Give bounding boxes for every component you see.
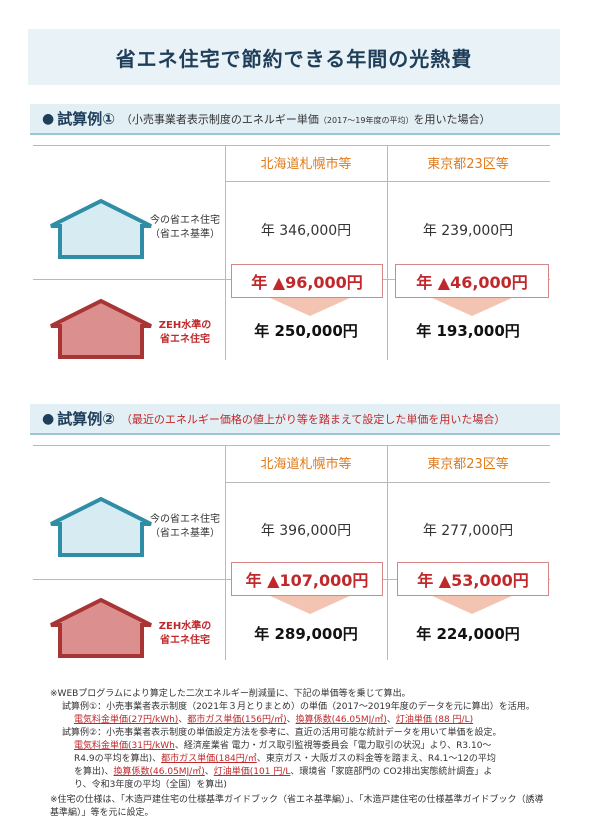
note-case1-units: 電気料金単価(27円/kWh)、都市ガス単価(156円/㎥)、換算係数(46.0…	[74, 715, 474, 725]
section-2-desc: （最近のエネルギー価格の値上がり等を踏まえて設定した単価を用いた場合）	[120, 412, 506, 426]
divider	[33, 145, 550, 146]
note-case2: 試算例②：小売事業者表示制度の単価設定方法を参考に、直近の活用可能な統計データを…	[62, 728, 502, 738]
divider	[225, 145, 226, 360]
divider	[387, 445, 388, 660]
column-header-tokyo: 東京都23区等	[427, 457, 509, 472]
section-2-bar: ● 試算例② （最近のエネルギー価格の値上がり等を踏まえて設定した単価を用いた場…	[30, 404, 560, 435]
standard-cost-sapporo: 年 346,000円	[260, 223, 352, 239]
section-2-title: 試算例②	[57, 410, 115, 428]
section-1-title: 試算例①	[57, 110, 115, 128]
zeh-house-label: ZEH水準の 省エネ住宅	[158, 621, 212, 646]
note-case1: 試算例①：小売事業者表示制度（2021年３月とりまとめ）の単価（2017〜201…	[62, 702, 535, 712]
divider	[387, 145, 388, 360]
standard-house-label: 今の省エネ住宅 （省エネ基準）	[150, 514, 220, 539]
zeh-house-label: ZEH水準の 省エネ住宅	[158, 320, 212, 345]
zeh-cost-tokyo: 年 224,000円	[416, 625, 520, 643]
page-title: 省エネ住宅で節約できる年間の光熱費	[115, 46, 473, 71]
standard-house-label: 今の省エネ住宅 （省エネ基準）	[150, 215, 220, 240]
divider	[225, 181, 550, 182]
standard-house-icon	[50, 496, 152, 557]
column-header-sapporo: 北海道札幌市等	[260, 157, 352, 172]
column-header-tokyo: 東京都23区等	[427, 157, 509, 172]
saving-tokyo: 年 ▲53,000円	[397, 562, 549, 596]
standard-cost-sapporo: 年 396,000円	[260, 523, 352, 539]
standard-cost-tokyo: 年 239,000円	[422, 223, 514, 239]
bullet: ●	[42, 110, 55, 127]
section-1-bar: ● 試算例① （小売事業者表示制度のエネルギー単価（2017〜19年度の平均）を…	[30, 104, 560, 135]
column-header-sapporo: 北海道札幌市等	[260, 457, 352, 472]
note-case2-detail: を算出)、換算係数(46.05MJ/㎥)、灯油単価(101 円/L、環境省「家庭…	[74, 767, 493, 777]
saving-tokyo: 年 ▲46,000円	[395, 264, 549, 298]
note-case2-detail: R4.9の平均を算出)、都市ガス単価(184円/㎥、東京ガス・大阪ガスの料金等を…	[74, 754, 496, 764]
saving-sapporo: 年 ▲107,000円	[231, 562, 383, 596]
note-case2-detail: り、令和3年度の平均（全国）を算出)	[74, 780, 227, 790]
divider	[33, 445, 550, 446]
saving-sapporo: 年 ▲96,000円	[231, 264, 383, 298]
standard-cost-tokyo: 年 277,000円	[422, 523, 514, 539]
page-header: 省エネ住宅で節約できる年間の光熱費	[28, 29, 560, 85]
note-1: ※WEBプログラムにより算定した二次エネルギー削減量に、下記の単価等を乗じて算出…	[50, 689, 411, 699]
zeh-cost-sapporo: 年 289,000円	[254, 625, 358, 643]
zeh-house-icon	[50, 298, 152, 359]
section-1-desc: （小売事業者表示制度のエネルギー単価（2017〜19年度の平均）を用いた場合）	[120, 112, 491, 126]
note-spec: ※住宅の仕様は、「木造戸建住宅の仕様基準ガイドブック（省エネ基準編）」、「木造戸…	[50, 795, 544, 818]
zeh-house-icon	[50, 597, 152, 658]
divider	[225, 445, 226, 660]
note-case2-detail: 電気料金単価(31円/kWh、経済産業省 電力・ガス取引監視等委員会「電力取引の…	[74, 741, 492, 751]
footnotes: ※WEBプログラムにより算定した二次エネルギー削減量に、下記の単価等を乗じて算出…	[50, 688, 550, 820]
zeh-cost-sapporo: 年 250,000円	[254, 322, 358, 340]
divider	[225, 482, 550, 483]
bullet: ●	[42, 410, 55, 427]
standard-house-icon	[50, 198, 152, 259]
zeh-cost-tokyo: 年 193,000円	[416, 322, 520, 340]
